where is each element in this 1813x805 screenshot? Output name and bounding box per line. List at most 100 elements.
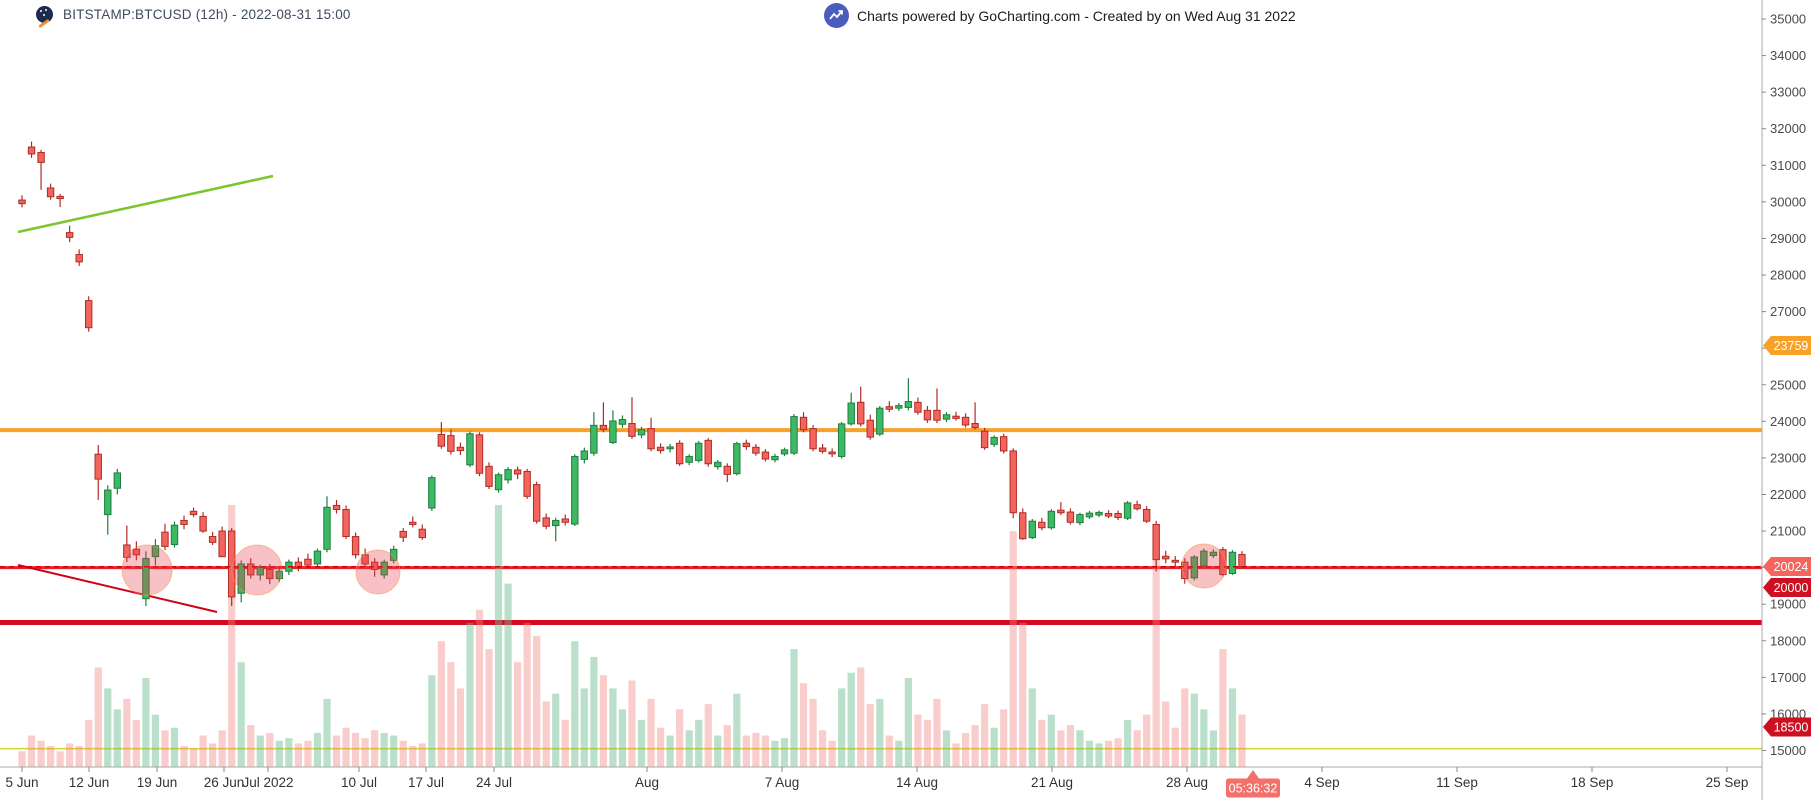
time-tick-label: Jul 2022: [242, 775, 293, 790]
volume-bar: [1123, 719, 1132, 767]
volume-bar: [142, 677, 150, 767]
volume-bar: [66, 743, 74, 767]
volume-bar: [151, 714, 160, 767]
volume-bar: [456, 688, 465, 767]
volume-bar: [809, 698, 817, 767]
candle-body: [1019, 512, 1027, 540]
candle-body: [1181, 561, 1189, 580]
candle-body: [323, 506, 331, 550]
price-tick-label: 32000: [1770, 121, 1806, 136]
candle-body: [799, 416, 808, 431]
candle-body: [313, 550, 322, 565]
trend-lines[interactable]: [17, 174, 274, 613]
candle-body: [1133, 504, 1141, 510]
candle-body: [380, 561, 388, 576]
candle-body: [1142, 508, 1151, 522]
volume-bar: [332, 735, 341, 767]
volume-bar: [1057, 730, 1065, 767]
volume-bar: [1047, 714, 1055, 767]
volume-bar: [1181, 688, 1189, 767]
candle-body: [247, 563, 255, 576]
candle-body: [208, 536, 217, 543]
candle-body: [790, 416, 798, 454]
candle-body: [428, 477, 436, 509]
candle-body: [580, 450, 589, 460]
price-tick-label: 17000: [1770, 670, 1806, 685]
volume-bar: [85, 719, 93, 767]
volume-bar: [1019, 622, 1027, 767]
candle-body: [304, 558, 312, 566]
countdown-pointer: [1247, 770, 1259, 779]
bitstamp-logo-icon: [36, 6, 53, 23]
volume-bar: [1038, 719, 1046, 767]
price-tick-label: 21000: [1770, 524, 1806, 539]
volume-bar: [56, 751, 64, 767]
price-tick-label: 19000: [1770, 597, 1806, 612]
price-badge-label: 18500: [1774, 721, 1809, 735]
candle-body: [733, 443, 741, 475]
candle-body: [466, 433, 474, 466]
volume-bar: [218, 730, 226, 767]
candle-body: [1238, 553, 1246, 568]
candle-body: [666, 446, 674, 450]
price-axis-labels[interactable]: 1500016000170001800019000200002100022000…: [1762, 12, 1806, 759]
candle-body: [37, 151, 45, 163]
volume-bar: [599, 675, 607, 767]
volume-bar: [94, 667, 102, 767]
price-tick-label: 23000: [1770, 450, 1806, 465]
candle-body: [218, 530, 226, 558]
volume-bar: [189, 748, 198, 767]
candles[interactable]: [18, 141, 1246, 607]
time-tick-label: 19 Jun: [137, 775, 178, 790]
candle-body: [513, 469, 522, 475]
volume-bar: [990, 727, 998, 767]
volume-bar: [647, 698, 655, 767]
candle-body: [46, 187, 55, 198]
candle-body: [94, 453, 102, 480]
candle-body: [999, 436, 1008, 452]
candle-body: [552, 519, 560, 527]
price-tick-label: 15000: [1770, 743, 1806, 758]
candle-body: [761, 451, 770, 460]
candle-body: [599, 424, 608, 430]
axes[interactable]: [0, 0, 1763, 800]
price-badges: 23759 20024 20000 18500: [1763, 336, 1811, 737]
candle-body: [704, 439, 712, 465]
candle-body: [561, 518, 569, 523]
volume-bar: [1162, 701, 1170, 767]
red-trendline[interactable]: [17, 564, 218, 613]
candle-body: [866, 419, 874, 438]
green-trendline[interactable]: [17, 174, 274, 234]
price-badge: [1763, 717, 1811, 737]
support-touch-circle: [231, 544, 283, 596]
candle-body: [1047, 510, 1056, 529]
volume-bar: [866, 704, 874, 767]
candle-body: [437, 433, 446, 447]
volume-bar: [504, 583, 512, 767]
candle-body: [1171, 559, 1179, 563]
volume-bar: [1228, 688, 1237, 767]
volume-bar: [1219, 649, 1227, 767]
candle-body: [75, 254, 83, 263]
volume-bar: [247, 725, 255, 767]
candle-body: [342, 508, 350, 538]
volume-bar: [18, 751, 26, 767]
symbol-title: BITSTAMP:BTCUSD (12h) - 2022-08-31 15:00: [63, 7, 351, 22]
candle-body: [876, 407, 884, 435]
time-tick-label: 7 Aug: [765, 775, 800, 790]
volume-bar: [294, 743, 302, 767]
price-tick-label: 27000: [1770, 304, 1806, 319]
candle-body: [895, 405, 903, 409]
candle-body: [237, 563, 245, 594]
volume-bar: [542, 701, 550, 767]
volume-bar: [514, 662, 522, 767]
candle-body: [1162, 555, 1170, 560]
candle-body: [370, 561, 379, 570]
volume-bar: [676, 709, 684, 767]
volume-bar: [1190, 693, 1198, 767]
volume-bar: [1133, 730, 1141, 767]
volume-bar: [390, 735, 398, 767]
volume-bar: [1009, 531, 1017, 767]
